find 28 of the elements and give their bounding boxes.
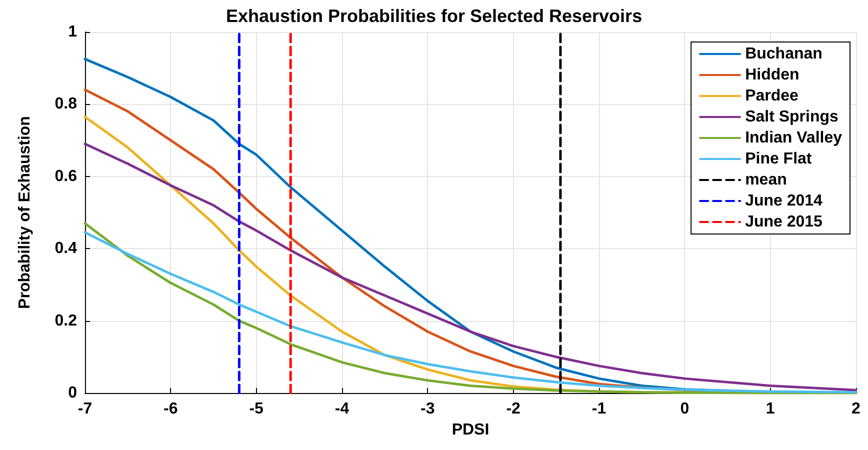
y-tick-label: 0.2	[54, 312, 78, 330]
x-tick-label: 2	[852, 400, 861, 418]
y-tick-label: 0	[68, 384, 78, 402]
x-tick-label: 0	[680, 400, 690, 418]
legend-label: mean	[745, 172, 787, 188]
x-tick-label: -4	[334, 400, 350, 418]
y-tick-label: 1	[68, 24, 78, 40]
y-axis-title: Probability of Exhaustion	[16, 116, 34, 309]
x-tick-label: -6	[164, 400, 178, 418]
legend-label: Buchanan	[745, 46, 822, 62]
legend-label: Indian Valley	[745, 130, 842, 146]
x-tick-label: -3	[420, 400, 435, 418]
y-tick-label: 0.4	[54, 240, 78, 258]
legend-label: Salt Springs	[745, 108, 839, 126]
x-tick-label: -7	[78, 400, 92, 418]
x-tick-label: -1	[592, 400, 606, 418]
x-tick-label: -5	[249, 400, 264, 418]
legend-label: Hidden	[745, 66, 800, 84]
x-tick-label: -2	[506, 400, 521, 418]
legend-label: June 2015	[745, 214, 823, 230]
legend-label: June 2014	[745, 192, 823, 210]
legend-label: Pine Flat	[745, 150, 812, 168]
x-tick-label: 1	[766, 400, 775, 418]
chart-title: Exhaustion Probabilities for Selected Reservoirs	[226, 6, 642, 26]
y-tick-label: 0.8	[54, 96, 78, 113]
legend-label: Pardee	[745, 88, 799, 104]
y-tick-label: 0.6	[54, 168, 78, 185]
x-axis-title: PDSI	[452, 421, 490, 438]
